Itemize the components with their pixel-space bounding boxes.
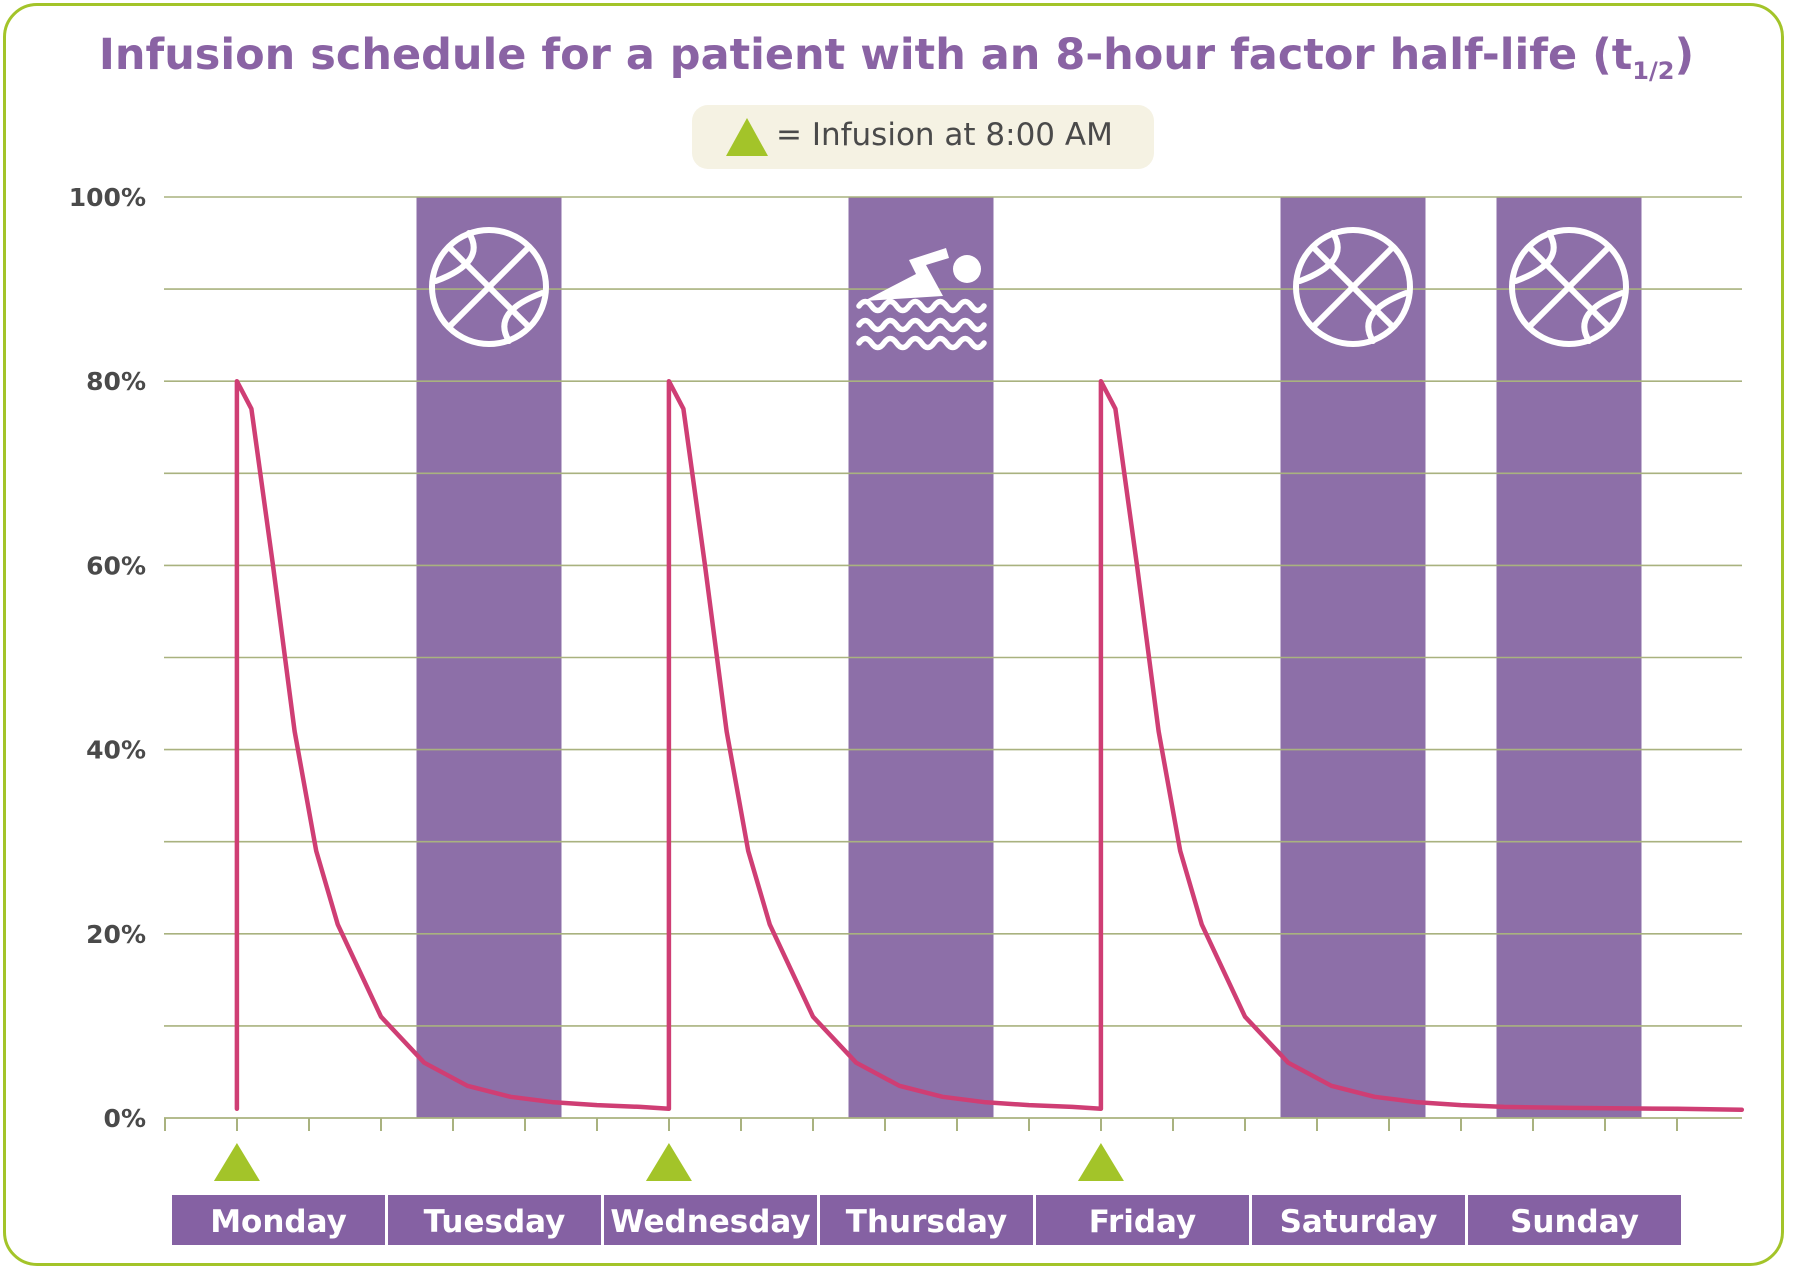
y-tick-label: 40% <box>86 736 146 765</box>
day-label-saturday: Saturday <box>1280 1204 1438 1240</box>
basketball-icon <box>429 227 549 347</box>
y-tick-label: 0% <box>104 1104 146 1133</box>
day-bar-wednesday <box>604 1195 817 1245</box>
basketball-icon <box>1509 227 1629 347</box>
y-tick-label: 20% <box>86 920 146 949</box>
activity-icons <box>429 227 1629 351</box>
infusion-marker <box>1077 1143 1124 1181</box>
legend: = Infusion at 8:00 AM <box>692 105 1154 169</box>
swimming-icon <box>856 248 987 351</box>
chart-title: Infusion schedule for a patient with an … <box>98 30 1695 85</box>
factor-level-curve <box>234 378 1745 1112</box>
gridlines <box>164 196 1742 1119</box>
day-labels: Monday Tuesday Wednesday Thursday Friday Satu… <box>172 1195 1681 1245</box>
infusion-marker <box>645 1143 692 1181</box>
day-bar-sunday <box>1468 1195 1681 1245</box>
x-axis <box>164 1117 1742 1131</box>
day-label-friday: Friday <box>1089 1204 1196 1240</box>
day-bar-monday <box>172 1195 385 1245</box>
day-bar-saturday <box>1252 1195 1465 1245</box>
day-label-wednesday: Wednesday <box>610 1204 810 1240</box>
day-label-monday: Monday <box>210 1204 347 1240</box>
triangle-marker-icon <box>726 118 768 156</box>
basketball-icon <box>1293 227 1413 347</box>
day-bar-tuesday <box>388 1195 601 1245</box>
day-label-tuesday: Tuesday <box>424 1204 566 1240</box>
day-label-thursday: Thursday <box>846 1204 1007 1240</box>
y-tick-label: 100% <box>69 183 146 212</box>
infusion-markers <box>213 1143 1124 1181</box>
infusion-marker <box>213 1143 260 1181</box>
day-bar-thursday <box>820 1195 1033 1245</box>
day-bar-friday <box>1036 1195 1249 1245</box>
y-axis-ticks: 0% 20% 40% 60% 80% 100% <box>69 183 146 1133</box>
y-tick-label: 80% <box>86 367 146 396</box>
legend-label: = Infusion at 8:00 AM <box>776 117 1113 153</box>
y-tick-label: 60% <box>86 551 146 580</box>
day-label-sunday: Sunday <box>1510 1204 1639 1240</box>
